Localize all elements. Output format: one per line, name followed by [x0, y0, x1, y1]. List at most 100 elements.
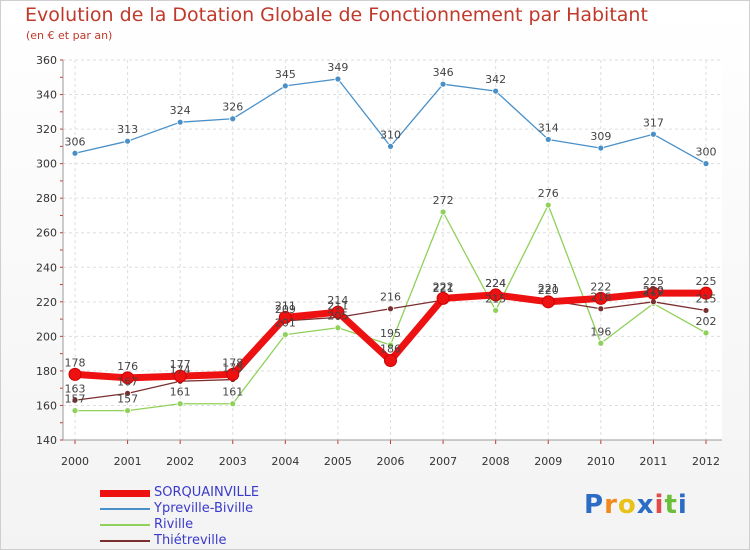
data-point [124, 137, 131, 145]
y-tick-label: 360 [36, 54, 57, 67]
data-point [281, 82, 289, 90]
data-point [124, 407, 131, 415]
data-point [71, 407, 79, 415]
data-point [439, 208, 447, 216]
proxiti-logo: Proxiti [584, 490, 688, 520]
y-tick-label: 280 [36, 192, 57, 205]
data-label: 225 [643, 275, 664, 288]
data-label: 219 [643, 286, 664, 299]
data-label: 222 [590, 280, 611, 293]
data-label: 196 [590, 325, 611, 338]
data-label: 167 [117, 375, 138, 388]
data-point [173, 369, 187, 383]
y-tick-label: 340 [36, 89, 57, 102]
x-tick-label: 2002 [166, 455, 194, 468]
legend-label: Thiétreville [154, 533, 227, 548]
data-label: 314 [538, 121, 559, 134]
data-point [176, 400, 184, 408]
data-point [702, 160, 710, 168]
data-point [387, 341, 394, 349]
data-label: 215 [485, 292, 506, 305]
data-point [436, 291, 450, 305]
legend-label: Riville [154, 517, 194, 532]
legend-swatch [100, 524, 150, 526]
x-tick-label: 2006 [377, 455, 405, 468]
data-point [226, 367, 240, 381]
data-label: 272 [433, 194, 454, 207]
line-chart: 140 160 180 200 220 240 260 280 300 320 340 360 2000… [36, 54, 722, 468]
data-label: 220 [538, 284, 559, 297]
data-point [702, 307, 710, 314]
data-label: 345 [275, 68, 296, 81]
data-label: 186 [380, 343, 401, 356]
y-tick-label: 200 [36, 330, 57, 343]
legend-item-riville: Riville [100, 517, 340, 533]
data-point [439, 80, 447, 88]
data-label: 214 [327, 294, 348, 307]
y-tick-label: 140 [36, 434, 57, 447]
legend-label: Ypreville-Biville [154, 501, 254, 516]
data-point [121, 371, 135, 385]
data-label: 317 [643, 116, 664, 129]
data-point [334, 75, 342, 83]
y-tick-label: 180 [36, 365, 57, 378]
legend-label: SORQUAINVILLE [154, 485, 260, 500]
data-label: 300 [696, 146, 717, 159]
legend-swatch [100, 489, 150, 497]
series-riville [71, 201, 710, 415]
data-label: 222 [433, 280, 454, 293]
data-label: 221 [433, 282, 454, 295]
data-point [594, 291, 608, 305]
x-tick-label: 2011 [639, 455, 667, 468]
legend-item-thi-treville: Thiétreville [100, 533, 340, 549]
y-tick-label: 240 [36, 261, 57, 274]
data-point [702, 329, 710, 337]
y-tick-label: 300 [36, 158, 57, 171]
data-label: 175 [222, 362, 243, 375]
data-label: 324 [170, 104, 191, 117]
legend-swatch [100, 508, 150, 510]
data-label: 161 [222, 386, 243, 399]
data-label: 178 [65, 356, 86, 369]
data-point [597, 144, 605, 152]
data-point [124, 389, 131, 397]
plot-area [63, 60, 722, 440]
data-point [68, 367, 82, 381]
data-label: 202 [696, 315, 717, 328]
data-label: 225 [696, 275, 717, 288]
data-point [597, 339, 605, 347]
x-tick-label: 2008 [482, 455, 510, 468]
axes: 140 160 180 200 220 240 260 280 300 320 340 360 2000… [36, 54, 722, 468]
y-tick-label: 320 [36, 123, 57, 136]
series-ypreville-biville [71, 75, 710, 168]
data-label: 215 [696, 292, 717, 305]
data-label: 309 [590, 130, 611, 143]
series-sorquainville [68, 286, 713, 385]
x-tick-label: 2010 [587, 455, 615, 468]
data-label: 216 [380, 291, 401, 304]
data-point [229, 400, 237, 408]
data-label: 326 [222, 101, 243, 114]
legend-swatch [100, 540, 150, 542]
data-point [281, 331, 289, 339]
y-tick-label: 160 [36, 399, 57, 412]
data-label: 174 [170, 363, 191, 376]
data-label: 220 [643, 284, 664, 297]
data-label: 349 [327, 61, 348, 74]
data-point [176, 118, 184, 126]
data-label: 209 [275, 303, 296, 316]
x-tick-label: 2003 [219, 455, 247, 468]
data-point [544, 136, 552, 143]
data-point [489, 288, 503, 302]
y-tick-label: 260 [36, 227, 57, 240]
data-label: 176 [117, 360, 138, 373]
chart-title: Evolution de la Dotation Globale de Fonc… [25, 4, 648, 26]
data-label: 346 [433, 66, 454, 79]
data-label: 205 [327, 310, 348, 323]
data-label: 342 [485, 73, 506, 86]
data-label: 310 [380, 128, 401, 141]
data-point [334, 324, 342, 332]
data-label: 216 [590, 291, 611, 304]
data-point [492, 307, 500, 314]
data-label: 221 [538, 282, 559, 295]
